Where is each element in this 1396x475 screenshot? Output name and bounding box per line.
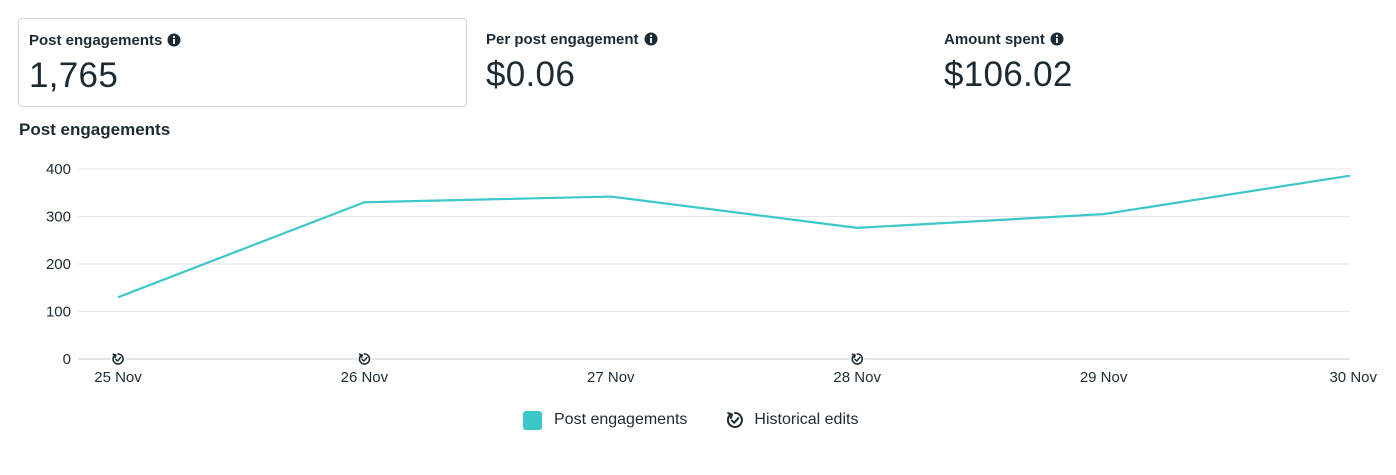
historical-edit-icon[interactable]	[357, 352, 372, 366]
x-tick-label: 30 Nov	[1329, 369, 1377, 386]
x-tick-label: 29 Nov	[1080, 369, 1128, 386]
metric-title: Per post engagement	[486, 30, 639, 48]
legend-label: Historical edits	[754, 411, 859, 428]
y-tick-label: 300	[46, 209, 71, 226]
metric-title: Amount spent	[944, 30, 1045, 48]
chart-legend: Post engagements Historical edits	[523, 410, 858, 430]
metric-card-per-post-engagement[interactable]: Per post engagement $0.06	[476, 18, 925, 107]
legend-item-historical-edits[interactable]: Historical edits	[687, 410, 858, 430]
historical-edit-icon[interactable]	[111, 352, 125, 366]
metric-title: Post engagements	[29, 31, 163, 49]
metric-card-post-engagements[interactable]: Post engagements 1,765	[18, 18, 467, 107]
y-tick-label: 400	[46, 161, 71, 178]
y-tick-label: 200	[46, 256, 71, 273]
y-tick-label: 0	[63, 351, 71, 368]
info-icon[interactable]	[644, 32, 658, 46]
metric-value: $106.02	[944, 55, 1073, 94]
metric-value: $0.06	[486, 55, 576, 94]
info-icon[interactable]	[1050, 32, 1064, 46]
historical-edit-icon[interactable]	[850, 352, 865, 366]
legend-item-post-engagements[interactable]: Post engagements	[523, 410, 688, 430]
x-tick-label: 27 Nov	[587, 369, 635, 386]
metric-value: 1,765	[29, 56, 119, 95]
historical-edit-icon	[725, 410, 745, 430]
y-tick-label: 100	[46, 304, 71, 321]
x-tick-label: 28 Nov	[833, 369, 881, 386]
chart-title: Post engagements	[19, 120, 171, 139]
x-tick-label: 25 Nov	[94, 369, 142, 386]
metric-card-amount-spent[interactable]: Amount spent $106.02	[934, 18, 1383, 107]
legend-label: Post engagements	[554, 411, 688, 428]
legend-swatch	[523, 410, 542, 430]
info-icon[interactable]	[167, 33, 181, 47]
x-tick-label: 26 Nov	[341, 369, 389, 386]
line-chart[interactable]: 0 100 200 300 400 25 Nov 26 Nov 27 Nov 28 Nov 29 …	[0, 148, 1396, 398]
series-line-post-engagements[interactable]	[117, 174, 1351, 299]
